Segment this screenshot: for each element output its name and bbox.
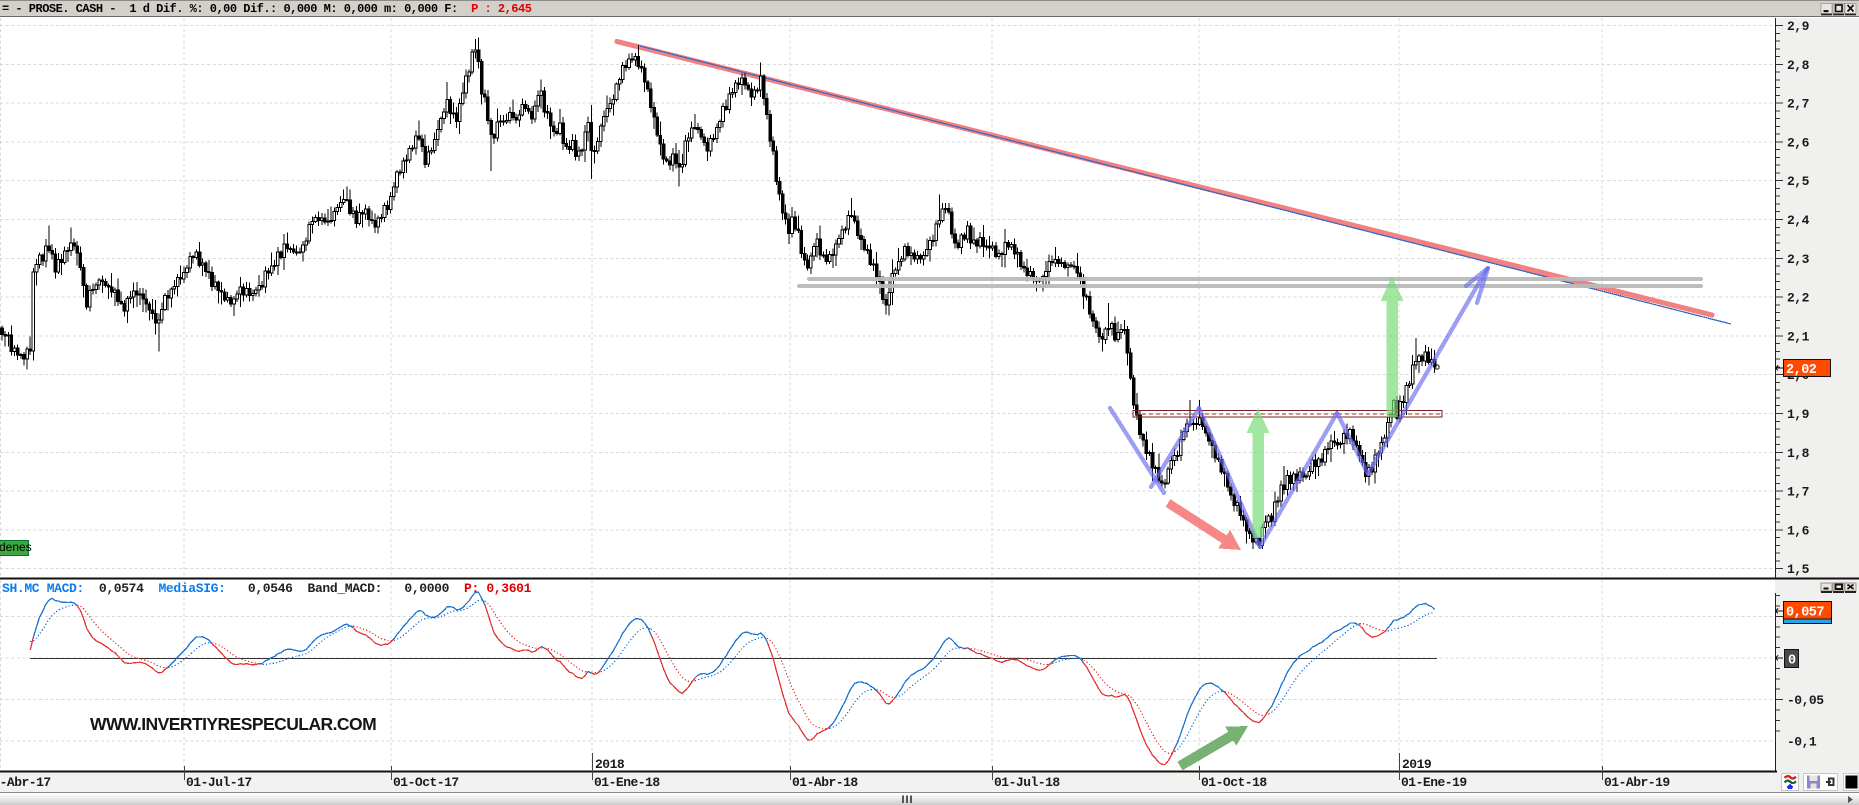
svg-text:2,8: 2,8 bbox=[1787, 58, 1810, 73]
svg-text:-0,1: -0,1 bbox=[1787, 735, 1817, 750]
svg-text:-0,05: -0,05 bbox=[1787, 693, 1824, 708]
svg-text:2,7: 2,7 bbox=[1787, 97, 1809, 112]
svg-text:01-Ene-18: 01-Ene-18 bbox=[594, 775, 660, 790]
svg-text:0: 0 bbox=[1788, 654, 1796, 669]
svg-text:2018: 2018 bbox=[595, 757, 625, 772]
svg-text:01-Jul-18: 01-Jul-18 bbox=[994, 775, 1060, 790]
svg-text:2019: 2019 bbox=[1402, 757, 1432, 772]
svg-text:1,7: 1,7 bbox=[1787, 485, 1809, 500]
svg-text:2,2: 2,2 bbox=[1787, 291, 1810, 306]
svg-text:2,5: 2,5 bbox=[1787, 174, 1810, 189]
svg-text:01-Jul-17: 01-Jul-17 bbox=[186, 775, 252, 790]
svg-text:2,6: 2,6 bbox=[1787, 135, 1810, 150]
svg-text:1,6: 1,6 bbox=[1787, 523, 1810, 538]
svg-text:2,4: 2,4 bbox=[1787, 213, 1810, 228]
svg-text:2,9: 2,9 bbox=[1787, 19, 1810, 34]
svg-text:1,5: 1,5 bbox=[1787, 562, 1810, 577]
svg-text:2,02: 2,02 bbox=[1786, 363, 1817, 378]
svg-text:01-Oct-18: 01-Oct-18 bbox=[1201, 775, 1267, 790]
svg-text:1,9: 1,9 bbox=[1787, 407, 1810, 422]
svg-text:0,057: 0,057 bbox=[1786, 606, 1824, 621]
svg-text:01-Abr-19: 01-Abr-19 bbox=[1604, 775, 1670, 790]
svg-text:01-Oct-17: 01-Oct-17 bbox=[393, 775, 459, 790]
svg-text:1,8: 1,8 bbox=[1787, 446, 1810, 461]
svg-text:01-Abr-17: 01-Abr-17 bbox=[0, 775, 51, 790]
svg-text:01-Abr-18: 01-Abr-18 bbox=[792, 775, 858, 790]
svg-text:2,1: 2,1 bbox=[1787, 329, 1810, 344]
svg-text:2,3: 2,3 bbox=[1787, 252, 1810, 267]
svg-text:01-Ene-19: 01-Ene-19 bbox=[1401, 775, 1467, 790]
